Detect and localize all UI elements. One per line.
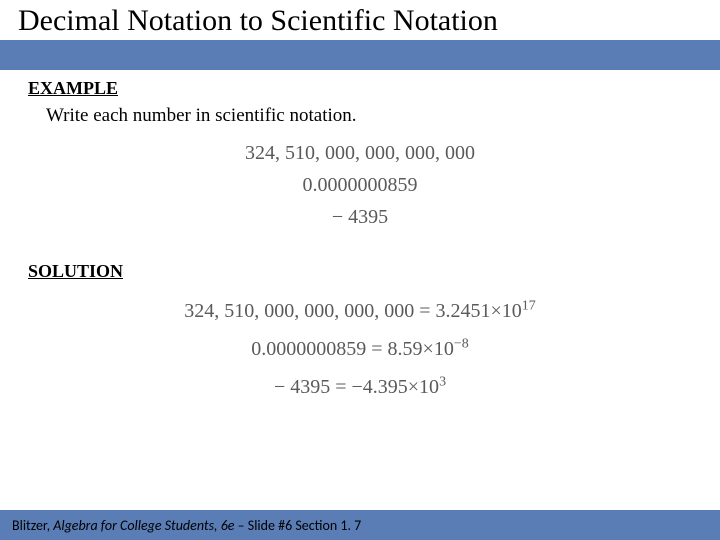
solution-3-exp: 3 <box>439 374 446 389</box>
solution-2-text: 0.0000000859 = 8.59×10 <box>251 338 454 360</box>
solution-2-exp: −8 <box>454 336 469 351</box>
footer-book: Algebra for College Students, <box>53 517 220 534</box>
problem-1: 324, 510, 000, 000, 000, 000 <box>28 137 692 169</box>
solution-1-text: 324, 510, 000, 000, 000, 000 = 3.2451×10 <box>184 300 522 322</box>
page-title: Decimal Notation to Scientific Notation <box>18 4 702 38</box>
solution-2: 0.0000000859 = 8.59×10−8 <box>28 330 692 368</box>
solution-3: − 4395 = −4.395×103 <box>28 368 692 406</box>
instruction-text: Write each number in scientific notation… <box>46 105 692 127</box>
footer-edition: 6e <box>221 517 235 534</box>
example-label: EXAMPLE <box>28 78 692 99</box>
slide: Decimal Notation to Scientific Notation … <box>0 0 720 540</box>
title-area: Decimal Notation to Scientific Notation <box>0 0 720 38</box>
footer-text: Blitzer, Algebra for College Students, 6… <box>12 517 361 534</box>
problem-3: − 4395 <box>28 201 692 233</box>
footer-rest: – Slide #6 Section 1. 7 <box>234 517 361 534</box>
problem-list: 324, 510, 000, 000, 000, 000 0.000000085… <box>28 137 692 233</box>
footer-author: Blitzer, <box>12 517 53 534</box>
solution-3-text: − 4395 = −4.395×10 <box>274 376 439 398</box>
problem-2: 0.0000000859 <box>28 169 692 201</box>
solution-1: 324, 510, 000, 000, 000, 000 = 3.2451×10… <box>28 292 692 330</box>
solution-label: SOLUTION <box>28 261 692 282</box>
content-area: EXAMPLE Write each number in scientific … <box>0 70 720 406</box>
title-bar <box>0 40 720 70</box>
solution-1-exp: 17 <box>522 298 536 313</box>
solution-list: 324, 510, 000, 000, 000, 000 = 3.2451×10… <box>28 292 692 406</box>
